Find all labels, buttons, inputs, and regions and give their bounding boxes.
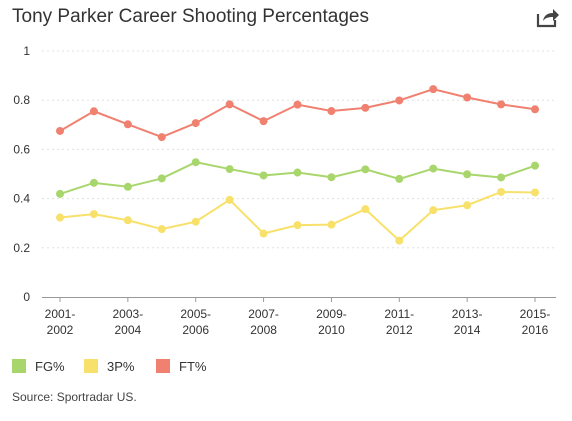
x-tick-label: 2002: [47, 323, 74, 337]
x-tick-label: 2001-: [45, 307, 76, 321]
data-point-ft: [497, 100, 506, 109]
chart-title: Tony Parker Career Shooting Percentages: [12, 6, 369, 27]
x-tick-label: 2012: [386, 323, 413, 337]
legend-label: FG%: [35, 358, 65, 374]
data-point-fg: [89, 178, 98, 187]
data-point-fg: [157, 174, 166, 183]
x-tick-label: 2003-: [113, 307, 144, 321]
data-point-ft: [361, 103, 370, 112]
data-point-3p: [123, 216, 132, 225]
legend-item[interactable]: 3P%: [84, 357, 134, 375]
legend-item[interactable]: FG%: [12, 357, 65, 375]
data-point-fg: [123, 182, 132, 191]
data-point-ft: [89, 107, 98, 116]
data-point-fg: [497, 173, 506, 182]
data-point-3p: [429, 206, 438, 215]
x-tick-label: 2014: [454, 323, 481, 337]
data-point-3p: [395, 236, 404, 245]
data-point-3p: [327, 220, 336, 229]
data-point-fg: [361, 165, 370, 174]
x-tick-label: 2004: [115, 323, 142, 337]
data-point-3p: [56, 213, 64, 222]
x-tick-label: 2015-: [520, 307, 551, 321]
y-tick-label: 0.6: [13, 142, 30, 156]
x-tick-label: 2005-: [180, 307, 211, 321]
line-chart: 00.20.40.60.81 2001-20022003-20042005-20…: [13, 44, 556, 337]
legend-item[interactable]: FT%: [156, 357, 206, 375]
data-point-ft: [429, 85, 438, 94]
legend-swatch: [84, 359, 98, 373]
series-line-3p: [59, 190, 536, 243]
legend-swatch: [12, 359, 26, 373]
data-point-3p: [361, 205, 370, 214]
data-point-fg: [293, 168, 302, 177]
source-note: Source: Sportradar US.: [12, 390, 137, 404]
y-axis: 0 0.2 0.4 0.6 0.8 1: [13, 44, 30, 304]
data-point-ft: [225, 100, 234, 109]
data-point-ft: [191, 119, 200, 128]
data-point-3p: [225, 195, 234, 204]
share-icon[interactable]: [536, 6, 560, 28]
data-point-fg: [429, 164, 438, 173]
data-point-fg: [531, 161, 539, 170]
legend-swatch: [156, 359, 170, 373]
x-tick-label: 2010: [318, 323, 345, 337]
series-points: [56, 85, 539, 245]
data-point-fg: [327, 173, 336, 182]
data-point-3p: [463, 201, 472, 210]
data-point-3p: [157, 225, 166, 234]
data-point-3p: [497, 187, 506, 196]
series-lines: [59, 88, 536, 243]
data-point-fg: [395, 174, 404, 183]
x-tick-label: 2006: [182, 323, 209, 337]
data-point-3p: [259, 229, 268, 238]
data-point-ft: [531, 105, 539, 114]
x-tick-label: 2016: [522, 323, 549, 337]
data-point-fg: [191, 158, 200, 167]
legend-label: FT%: [179, 358, 207, 374]
x-axis: 2001- 2002 2003- 2004 2005- 2006 2007- 2008 2009…: [42, 297, 556, 337]
grid-lines: [42, 50, 556, 249]
data-point-ft: [157, 133, 166, 142]
x-tick-label: 2008: [250, 323, 277, 337]
y-tick-label: 0: [23, 290, 30, 304]
data-point-fg: [463, 170, 472, 179]
y-tick-label: 0.2: [13, 241, 30, 255]
y-tick-label: 1: [23, 44, 30, 58]
legend-label: 3P%: [107, 358, 135, 374]
x-tick-label: 2013-: [452, 307, 483, 321]
y-tick-label: 0.4: [13, 192, 30, 206]
data-point-ft: [463, 93, 472, 102]
data-point-3p: [293, 221, 302, 230]
data-point-ft: [123, 120, 132, 129]
data-point-ft: [259, 117, 268, 126]
y-tick-label: 0.8: [13, 93, 30, 107]
series-line-fg: [59, 161, 536, 195]
data-point-ft: [56, 126, 64, 135]
data-point-3p: [191, 217, 200, 226]
data-point-fg: [259, 171, 268, 180]
data-point-3p: [531, 188, 539, 197]
data-point-3p: [89, 210, 98, 219]
x-tick-label: 2007-: [248, 307, 279, 321]
x-tick-label: 2011-: [384, 307, 414, 321]
x-tick-label: 2009-: [316, 307, 347, 321]
data-point-fg: [225, 165, 234, 174]
data-point-ft: [327, 107, 336, 116]
data-point-ft: [395, 96, 404, 105]
data-point-ft: [293, 100, 302, 109]
data-point-fg: [56, 189, 64, 198]
